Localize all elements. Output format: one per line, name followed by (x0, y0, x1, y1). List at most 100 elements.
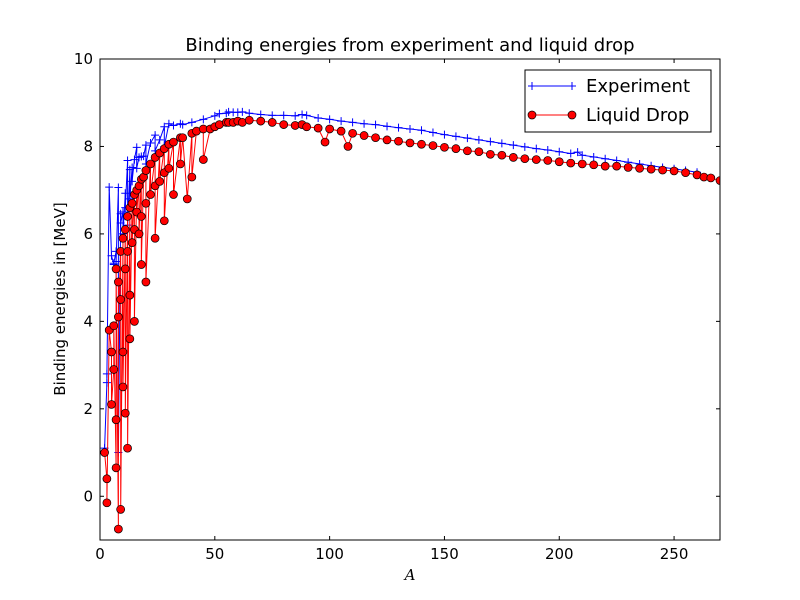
data-point-liquid-drop (182, 194, 192, 204)
data-point-liquid-drop (114, 524, 123, 534)
data-point-experiment (394, 123, 403, 132)
data-point-liquid-drop (136, 260, 146, 269)
data-point-liquid-drop (600, 161, 610, 171)
data-point-experiment (325, 115, 334, 124)
data-point-liquid-drop (405, 138, 415, 148)
data-point-experiment (155, 135, 164, 144)
data-point-experiment (116, 218, 125, 227)
data-point-experiment (417, 126, 426, 135)
data-point-experiment (486, 137, 495, 146)
data-point-liquid-drop (125, 290, 135, 300)
data-point-experiment (105, 183, 114, 192)
data-point-liquid-drop (715, 176, 720, 185)
data-point-liquid-drop (187, 172, 197, 182)
data-point-liquid-drop (520, 154, 530, 164)
y-tick-label: 10 (74, 50, 93, 68)
data-point-experiment (566, 149, 575, 158)
data-point-liquid-drop (543, 156, 553, 165)
data-point-experiment (176, 119, 185, 128)
data-point-liquid-drop (178, 133, 188, 143)
data-point-experiment (128, 163, 137, 172)
data-point-experiment (573, 148, 582, 157)
data-point-experiment (215, 109, 224, 118)
legend-marker-point (527, 110, 537, 120)
data-point-experiment (383, 122, 392, 131)
data-point-experiment (601, 154, 610, 163)
data-point-liquid-drop (102, 498, 112, 508)
data-point-liquid-drop (658, 165, 667, 175)
data-point-liquid-drop (589, 160, 599, 170)
data-point-experiment (118, 208, 127, 217)
data-point-liquid-drop (114, 277, 123, 287)
data-point-experiment (112, 257, 121, 266)
data-point-liquid-drop (463, 146, 472, 156)
data-point-experiment (114, 183, 123, 192)
data-point-liquid-drop (508, 153, 518, 162)
data-point-experiment (210, 111, 219, 120)
data-point-liquid-drop (623, 163, 633, 172)
data-point-liquid-drop (325, 124, 334, 134)
y-axis-label: Binding energies in [MeV] (51, 202, 69, 395)
data-point-liquid-drop (382, 135, 392, 145)
data-point-liquid-drop (474, 147, 484, 157)
data-point-experiment (164, 119, 173, 128)
data-point-liquid-drop (141, 166, 151, 175)
data-point-experiment (348, 118, 357, 127)
data-point-liquid-drop (118, 382, 128, 392)
x-axis-label: A (403, 566, 416, 584)
data-point-experiment (406, 124, 414, 133)
data-point-liquid-drop (394, 136, 403, 146)
data-point-experiment (314, 114, 323, 123)
data-point-experiment (589, 152, 598, 161)
data-point-liquid-drop (120, 225, 130, 234)
data-point-experiment (578, 151, 587, 160)
data-point-experiment (302, 111, 311, 120)
data-point-experiment (360, 119, 369, 128)
data-point-liquid-drop (486, 149, 495, 159)
data-point-liquid-drop (123, 247, 132, 256)
data-point-liquid-drop (428, 141, 438, 150)
data-point-experiment (139, 152, 148, 161)
legend-marker-point (567, 110, 577, 120)
data-point-liquid-drop (531, 155, 541, 164)
data-point-liquid-drop (120, 408, 130, 418)
x-tick-label: 250 (660, 545, 689, 563)
legend-marker-liquid-drop (527, 110, 577, 120)
x-tick-label: 150 (430, 545, 459, 563)
data-point-experiment (187, 118, 196, 127)
data-point-experiment (474, 135, 483, 144)
data-point-liquid-drop (176, 159, 185, 169)
data-point-liquid-drop (279, 120, 289, 129)
data-point-liquid-drop (313, 123, 323, 133)
data-point-liquid-drop (566, 158, 576, 168)
data-point-liquid-drop (141, 198, 151, 208)
data-point-experiment (298, 110, 307, 119)
data-point-liquid-drop (118, 347, 128, 357)
data-point-liquid-drop (114, 312, 123, 322)
legend-box (524, 69, 712, 133)
data-point-liquid-drop (669, 166, 679, 176)
data-point-experiment (555, 147, 564, 156)
y-tick-label: 8 (83, 137, 93, 155)
data-point-experiment (428, 128, 437, 137)
plot-frame (99, 58, 721, 541)
data-point-experiment (160, 122, 169, 131)
legend-entry-experiment: Experiment (528, 76, 690, 97)
data-point-liquid-drop (116, 505, 126, 514)
data-point-liquid-drop (417, 139, 426, 149)
data-point-liquid-drop (451, 144, 461, 153)
data-point-liquid-drop (111, 463, 121, 473)
data-point-liquid-drop (244, 115, 254, 125)
data-point-liquid-drop (125, 334, 135, 344)
data-point-liquid-drop (123, 443, 132, 453)
data-point-experiment (509, 141, 518, 150)
data-point-liquid-drop (440, 142, 449, 152)
data-point-liquid-drop (130, 317, 139, 326)
data-point-experiment (102, 369, 111, 378)
data-point-experiment (543, 145, 552, 154)
data-point-liquid-drop (127, 238, 137, 248)
data-point-experiment (178, 120, 187, 129)
data-point-experiment (123, 156, 132, 165)
data-point-liquid-drop (134, 229, 144, 239)
